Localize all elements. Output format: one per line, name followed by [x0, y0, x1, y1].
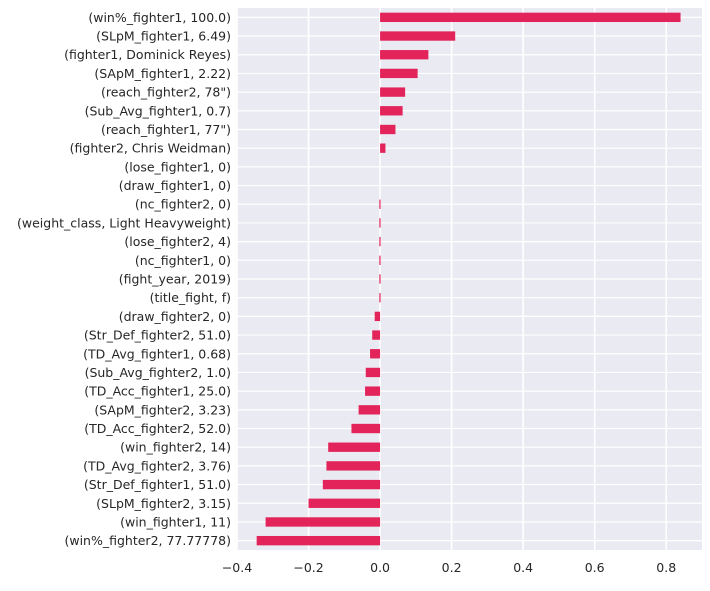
bars — [256, 12, 681, 546]
bar — [379, 218, 381, 228]
bar — [374, 311, 381, 322]
bar — [322, 479, 381, 490]
bar — [328, 442, 381, 452]
category-label: (win_fighter2, 14) — [120, 440, 231, 455]
x-tick-label: 0.2 — [442, 560, 462, 575]
bar — [351, 423, 381, 434]
bar — [370, 349, 381, 359]
category-label: (Sub_Avg_fighter2, 1.0) — [85, 365, 231, 380]
x-tick-labels: −0.4 −0.2 0.0 0.2 0.4 0.6 0.8 — [222, 560, 676, 575]
category-label: (reach_fighter2, 78") — [101, 85, 231, 100]
category-label: (fight_year, 2019) — [119, 272, 231, 287]
bar — [372, 330, 381, 340]
x-tick-label: 0.4 — [513, 560, 533, 575]
category-label: (lose_fighter1, 0) — [124, 159, 231, 174]
bar — [380, 68, 418, 79]
bar — [365, 386, 381, 396]
category-label: (draw_fighter2, 0) — [119, 309, 231, 324]
bar — [256, 535, 381, 546]
bar — [379, 236, 381, 247]
category-label: (draw_fighter1, 0) — [119, 178, 231, 193]
bar — [380, 31, 456, 41]
category-label: (TD_Acc_fighter2, 52.0) — [84, 421, 231, 436]
grid-lines — [236, 8, 702, 550]
bar — [379, 199, 381, 209]
x-tick-label: −0.4 — [222, 560, 252, 575]
x-tick-label: 0.0 — [370, 560, 390, 575]
bar — [380, 12, 681, 23]
category-label: (SLpM_fighter1, 6.49) — [96, 29, 231, 44]
bar — [380, 87, 406, 97]
category-label: (win%_fighter2, 77.77778) — [64, 533, 231, 548]
x-tick-label: 0.6 — [585, 560, 605, 575]
category-label: (Str_Def_fighter2, 51.0) — [84, 328, 231, 343]
bar — [308, 498, 381, 508]
category-label: (nc_fighter1, 0) — [135, 253, 231, 268]
bar — [265, 517, 381, 527]
bar — [380, 106, 403, 116]
x-tick-label: −0.2 — [293, 560, 323, 575]
category-label: (SApM_fighter1, 2.22) — [94, 66, 231, 81]
category-label: (SLpM_fighter2, 3.15) — [96, 496, 231, 511]
bar — [380, 124, 396, 135]
bar — [379, 274, 381, 284]
bar — [379, 293, 381, 303]
category-label: (TD_Avg_fighter2, 3.76) — [83, 458, 231, 473]
bar — [380, 143, 386, 153]
bar — [379, 255, 381, 265]
category-label: (TD_Avg_fighter1, 0.68) — [83, 346, 231, 361]
category-label: (win_fighter1, 11) — [120, 514, 231, 529]
bar — [326, 461, 381, 471]
category-label: (title_fight, f) — [150, 290, 231, 305]
category-label: (TD_Acc_fighter1, 25.0) — [84, 384, 231, 399]
bar — [365, 367, 381, 378]
bar — [380, 50, 429, 60]
category-label: (lose_fighter2, 4) — [124, 234, 231, 249]
category-label: (Sub_Avg_fighter1, 0.7) — [85, 103, 231, 118]
bar — [358, 405, 381, 415]
category-label: (reach_fighter1, 77") — [101, 122, 231, 137]
x-tick-label: 0.8 — [656, 560, 676, 575]
category-labels: (win%_fighter1, 100.0) (SLpM_fighter1, 6.… — [17, 10, 231, 548]
category-label: (SApM_fighter2, 3.23) — [94, 402, 231, 417]
category-label: (weight_class, Light Heavyweight) — [17, 215, 231, 230]
category-label: (nc_fighter2, 0) — [135, 197, 231, 212]
category-label: (win%_fighter1, 100.0) — [88, 10, 231, 25]
category-label: (fighter1, Dominick Reyes) — [64, 47, 231, 62]
category-label: (fighter2, Chris Weidman) — [70, 141, 231, 156]
category-label: (Str_Def_fighter1, 51.0) — [84, 477, 231, 492]
